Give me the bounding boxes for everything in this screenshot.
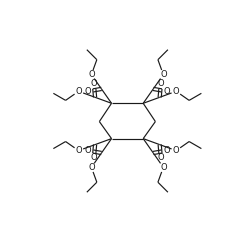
- Text: O: O: [163, 87, 170, 96]
- Text: O: O: [88, 70, 95, 79]
- Text: O: O: [160, 70, 167, 79]
- Text: O: O: [75, 146, 82, 155]
- Text: O: O: [173, 146, 180, 155]
- Text: O: O: [173, 87, 180, 96]
- Text: O: O: [158, 79, 164, 89]
- Text: O: O: [75, 87, 82, 96]
- Text: O: O: [88, 163, 95, 172]
- Text: O: O: [158, 154, 164, 162]
- Text: O: O: [91, 79, 97, 89]
- Text: O: O: [85, 146, 92, 155]
- Text: O: O: [160, 163, 167, 172]
- Text: O: O: [163, 146, 170, 155]
- Text: O: O: [91, 154, 97, 162]
- Text: O: O: [85, 87, 92, 96]
